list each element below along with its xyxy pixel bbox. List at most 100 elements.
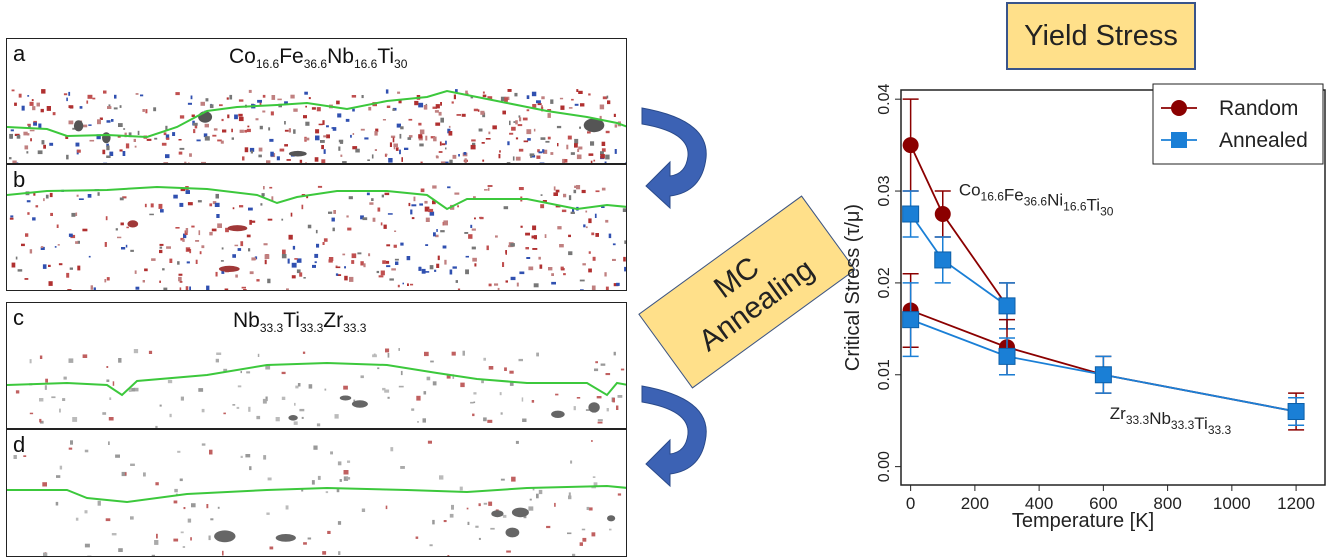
atom-cluster <box>144 203 147 208</box>
atom-cluster <box>125 143 130 149</box>
atom-cluster <box>133 349 139 354</box>
atom-cluster <box>120 222 124 226</box>
atom-cluster <box>452 266 457 269</box>
atom-cluster <box>576 89 579 92</box>
atom-cluster <box>48 264 51 267</box>
atom-cluster <box>33 122 37 126</box>
annotation-subscript: 36.6 <box>1024 195 1048 209</box>
atom-cluster <box>104 242 107 247</box>
atom-cluster <box>264 259 267 265</box>
atom-cluster <box>441 143 446 146</box>
atom-cluster <box>588 507 593 511</box>
atom-cluster <box>595 190 600 193</box>
atom-cluster <box>66 154 69 160</box>
atom-cluster <box>303 542 307 545</box>
atom-cluster <box>208 535 211 541</box>
atom-cluster <box>355 148 360 153</box>
atom-cluster <box>134 145 137 148</box>
atom-cluster <box>107 106 112 109</box>
atom-cluster <box>349 276 354 282</box>
atom-cluster <box>380 222 383 226</box>
atom-cluster <box>597 421 603 424</box>
atom-cluster <box>206 504 209 509</box>
atom-cluster <box>480 110 485 115</box>
atom-cluster <box>32 217 36 221</box>
atom-cluster <box>118 548 123 552</box>
atom-cluster <box>568 251 573 256</box>
atom-cluster <box>338 146 341 151</box>
formula-element: Fe <box>279 45 304 68</box>
atom-cluster <box>210 518 214 521</box>
atom-cluster <box>303 115 307 119</box>
atom-cluster <box>350 134 352 138</box>
atom-cluster <box>334 414 339 419</box>
atom-cluster <box>77 240 80 244</box>
atom-cluster <box>494 283 499 286</box>
atom-cluster <box>173 538 179 542</box>
atom-cluster <box>502 262 505 267</box>
atom-cluster <box>243 289 247 290</box>
atom-cluster <box>487 419 493 423</box>
atom-cluster <box>522 117 528 121</box>
atom-cluster <box>497 287 500 290</box>
atom-cluster <box>500 96 506 101</box>
atom-cluster <box>38 123 42 129</box>
atom-cluster <box>478 128 483 132</box>
data-point <box>902 311 920 329</box>
atom-cluster <box>521 397 524 402</box>
atom-cluster <box>211 228 217 232</box>
atom-cluster <box>119 197 124 201</box>
annotation-element: Nb <box>1149 409 1171 428</box>
atom-cluster <box>420 188 425 193</box>
atom-cluster <box>263 455 267 460</box>
atom-cluster <box>246 234 251 238</box>
atom-cluster <box>406 256 411 261</box>
atom-cluster <box>90 285 93 290</box>
atom-cluster <box>398 385 404 388</box>
atom-cluster <box>109 151 114 156</box>
atom-cluster <box>40 108 44 113</box>
atom-cluster <box>17 269 23 272</box>
atom-cluster <box>482 112 486 118</box>
atom-cluster <box>240 370 242 374</box>
atom-cluster <box>599 104 605 110</box>
atom-cluster <box>564 159 568 163</box>
atom-cluster <box>173 500 178 504</box>
atom-cluster <box>144 268 148 272</box>
defect-blob <box>588 402 600 413</box>
annotation-element: Co <box>959 181 981 200</box>
atom-cluster <box>472 413 475 417</box>
atom-cluster <box>78 198 84 200</box>
atom-cluster <box>597 419 603 422</box>
y-tick-label: 0.04 <box>876 84 893 115</box>
atom-cluster <box>318 123 323 126</box>
atom-cluster <box>262 94 266 98</box>
atom-cluster <box>281 218 284 221</box>
atom-cluster <box>600 151 604 156</box>
atom-cluster <box>294 258 298 260</box>
atom-cluster <box>249 219 252 225</box>
atom-cluster <box>429 211 435 216</box>
atom-cluster <box>27 95 30 97</box>
atom-cluster <box>51 396 56 399</box>
series-line <box>909 144 1008 307</box>
annotation-subscript: 33.3 <box>1126 413 1150 427</box>
atom-cluster <box>550 152 554 155</box>
atom-cluster <box>189 286 191 290</box>
atom-cluster <box>154 137 158 140</box>
atom-cluster <box>570 152 575 155</box>
atom-cluster <box>451 101 454 104</box>
atom-cluster <box>536 352 539 357</box>
atom-cluster <box>528 266 534 271</box>
atom-cluster <box>457 205 459 208</box>
atom-cluster <box>234 244 239 247</box>
series-annotation: Zr33.3Nb33.3Ti33.3 <box>1110 404 1232 437</box>
atom-cluster <box>465 255 469 258</box>
atom-cluster <box>292 245 296 250</box>
atom-cluster <box>427 440 432 444</box>
atom-cluster <box>314 261 317 264</box>
atom-cluster <box>484 189 488 191</box>
atom-cluster <box>39 355 43 359</box>
atom-cluster <box>87 194 92 198</box>
x-tick-label: 800 <box>1153 494 1181 513</box>
